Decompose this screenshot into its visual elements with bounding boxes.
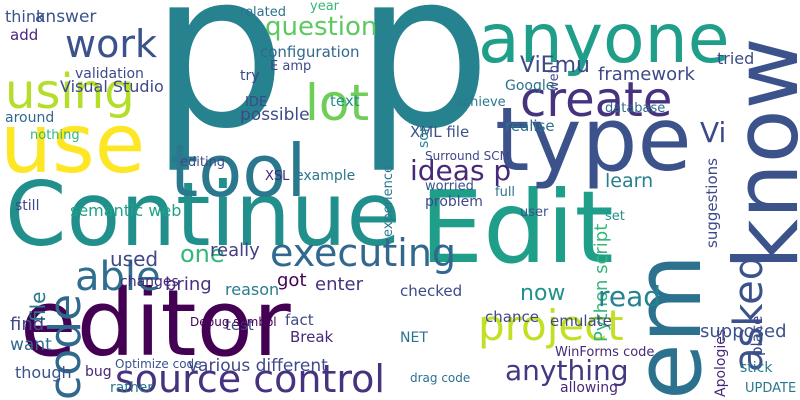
word: user <box>520 205 549 220</box>
word: around <box>5 110 54 126</box>
word: chance <box>485 308 539 326</box>
word: year <box>310 0 340 14</box>
word: file <box>26 292 50 322</box>
word: project <box>478 301 624 350</box>
word: learn <box>605 170 653 192</box>
word: problem <box>425 194 483 210</box>
word: framework <box>598 64 696 85</box>
word: WinForms code <box>555 345 654 360</box>
word: find <box>10 314 44 335</box>
word: changes <box>120 274 179 290</box>
word: editor <box>20 270 291 377</box>
word: ideas p <box>410 154 511 187</box>
word: bring <box>165 274 212 295</box>
word: lot <box>305 74 369 132</box>
word: though <box>15 363 72 382</box>
word: one <box>180 240 225 268</box>
word: Google <box>505 78 554 94</box>
word: ViEmu <box>520 53 590 78</box>
word: read <box>598 280 661 313</box>
word: checked <box>400 282 462 300</box>
word: fact <box>285 311 314 329</box>
word: XSL <box>265 169 290 184</box>
word: Optimize code <box>115 357 202 371</box>
word: text <box>330 92 360 110</box>
word: allowing <box>560 380 618 396</box>
word: Apologies <box>713 329 729 397</box>
word: Break <box>290 328 334 346</box>
word: possible <box>240 105 310 125</box>
word: question <box>265 12 377 42</box>
word: got <box>277 270 307 291</box>
word: test <box>225 316 254 334</box>
word: Vi <box>700 116 726 149</box>
word: Debug symbol <box>190 315 277 329</box>
word: related <box>240 5 286 20</box>
word: set <box>605 209 625 224</box>
word: source control <box>115 357 385 400</box>
word: nothing <box>30 128 80 143</box>
word: emulate <box>550 312 612 330</box>
word: rather <box>110 380 153 396</box>
word: em <box>615 254 722 400</box>
word: tried <box>717 49 754 68</box>
word: worried <box>425 179 474 194</box>
word: now <box>520 281 565 306</box>
word: use <box>0 97 145 192</box>
word: semantic web <box>70 201 181 220</box>
word: asked <box>726 255 772 372</box>
word: validation <box>75 66 144 82</box>
word: create <box>520 72 672 128</box>
word: Surround SCM <box>425 149 510 163</box>
word: place <box>748 316 766 356</box>
word: Continue <box>5 163 401 266</box>
word: type <box>495 88 692 191</box>
word: example <box>295 168 355 184</box>
word: full <box>495 185 515 200</box>
word: tool <box>170 129 306 213</box>
word: bug <box>85 364 112 380</box>
word: NET <box>400 330 428 346</box>
word: know <box>715 37 800 270</box>
word: using <box>5 64 135 120</box>
word: think <box>5 7 46 26</box>
word: UPDATE <box>745 381 796 396</box>
word: executing <box>270 231 456 275</box>
word: still <box>15 198 39 214</box>
word: XML file <box>410 123 469 141</box>
word: Visual Studio <box>60 77 164 96</box>
word: able <box>75 254 161 300</box>
word: experience <box>381 165 396 237</box>
word: web <box>547 65 562 92</box>
word: database <box>605 101 665 116</box>
word: achieve <box>455 95 506 110</box>
word: stick <box>740 360 773 376</box>
word: anything <box>505 354 629 387</box>
word: editing <box>180 155 225 170</box>
word: supposed <box>700 321 787 342</box>
word: really <box>210 240 260 261</box>
word: configuration <box>260 43 360 61</box>
word: p p <box>150 0 491 176</box>
word: drag code <box>410 371 470 385</box>
word: answer <box>35 7 96 27</box>
word: E amp <box>270 59 311 74</box>
word: suggestions <box>703 158 721 248</box>
word: add <box>10 26 38 44</box>
word: anyone <box>478 0 730 79</box>
word: used <box>110 247 158 271</box>
word: enter <box>315 274 364 295</box>
word: code <box>40 294 91 400</box>
word: reason <box>225 280 279 299</box>
word: want <box>10 335 52 355</box>
word: sort <box>416 120 432 148</box>
word: IDE <box>245 95 267 110</box>
word: realise <box>505 117 555 135</box>
word: work <box>65 22 157 66</box>
word: various different <box>188 356 328 376</box>
word: try <box>240 68 260 84</box>
word: Edit <box>420 169 614 286</box>
word: Python script <box>591 224 612 342</box>
